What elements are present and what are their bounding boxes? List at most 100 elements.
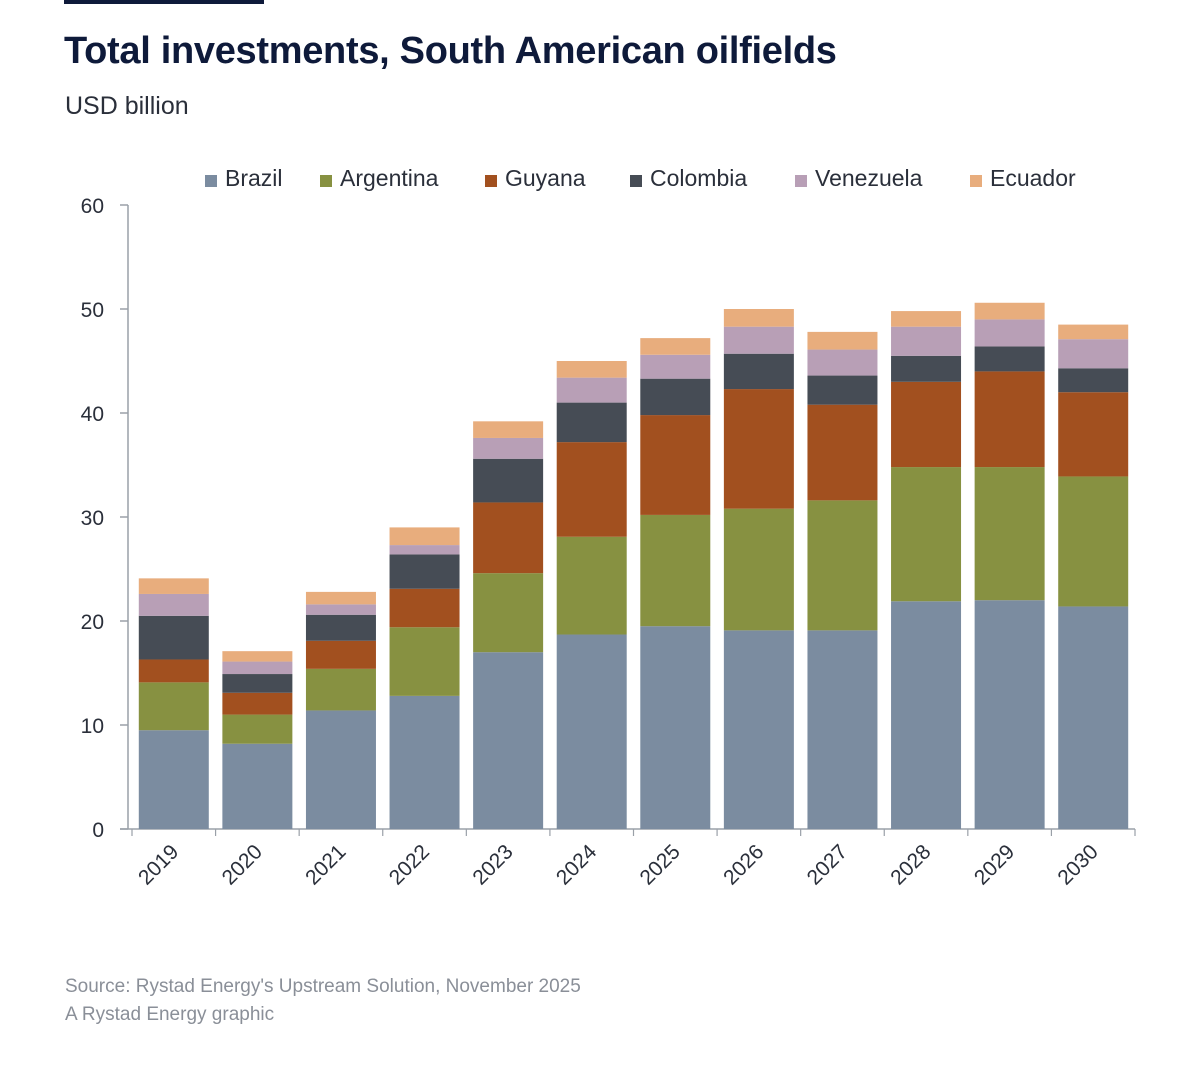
legend-label-argentina: Argentina [340, 165, 439, 191]
y-tick-label: 10 [81, 715, 104, 738]
bar-segment-colombia [473, 458, 544, 503]
bar-segment-guyana [723, 389, 794, 509]
bar-segment-guyana [640, 415, 711, 515]
bar-segment-ecuador [222, 651, 293, 662]
legend-swatch-venezuela [795, 175, 807, 187]
y-tick-label: 20 [81, 611, 104, 634]
bar-segment-ecuador [389, 527, 460, 546]
x-tick-label: 2027 [803, 840, 852, 889]
bar-segment-brazil [556, 634, 627, 829]
source-note: Source: Rystad Energy's Upstream Solutio… [65, 976, 581, 997]
bar-segment-ecuador [974, 302, 1045, 320]
bar-segment-venezuela [807, 349, 878, 376]
bar-segment-brazil [389, 695, 460, 829]
bar-segment-argentina [389, 627, 460, 696]
x-tick-label: 2025 [636, 840, 685, 889]
bar-segment-brazil [640, 626, 711, 829]
bar-segment-brazil [138, 730, 209, 829]
top-accent-rule [64, 0, 264, 4]
bar-segment-colombia [723, 353, 794, 390]
x-tick-label: 2022 [385, 840, 434, 889]
legend-label-brazil: Brazil [225, 165, 283, 191]
legend-label-guyana: Guyana [505, 165, 586, 191]
bar-segment-ecuador [891, 311, 962, 327]
bar-segment-colombia [222, 674, 293, 693]
bar-segment-guyana [222, 692, 293, 715]
bar-segment-brazil [1058, 606, 1129, 829]
bar-segment-venezuela [1058, 339, 1129, 369]
bar-segment-venezuela [723, 326, 794, 354]
legend-swatch-guyana [485, 175, 497, 187]
bar-segment-guyana [1058, 392, 1129, 477]
bar-segment-ecuador [305, 591, 376, 605]
bar-segment-colombia [807, 375, 878, 405]
bar-segment-argentina [891, 467, 962, 602]
chart-footer: Source: Rystad Energy's Upstream Solutio… [65, 973, 581, 1029]
bar-segment-venezuela [222, 661, 293, 675]
bar-segment-colombia [556, 402, 627, 443]
bar-segment-guyana [807, 404, 878, 501]
bar-segment-guyana [974, 371, 1045, 468]
legend-label-ecuador: Ecuador [990, 165, 1076, 191]
chart-subtitle: USD billion [65, 92, 189, 120]
bar-segment-colombia [974, 346, 1045, 372]
bar-segment-argentina [222, 714, 293, 744]
legend-swatch-brazil [205, 175, 217, 187]
bar-segment-argentina [807, 500, 878, 631]
x-tick-label: 2020 [218, 840, 267, 889]
legend-swatch-colombia [630, 175, 642, 187]
bar-segment-colombia [640, 378, 711, 416]
y-tick-label: 30 [81, 507, 104, 530]
bar-segment-brazil [807, 630, 878, 829]
bar-segment-argentina [138, 682, 209, 731]
bar-segment-venezuela [556, 377, 627, 403]
bar-segment-argentina [723, 508, 794, 631]
bar-segment-argentina [556, 536, 627, 635]
bar-segment-ecuador [473, 421, 544, 438]
y-tick-label: 40 [81, 403, 104, 426]
bar-segment-guyana [473, 502, 544, 574]
bar-segment-venezuela [891, 326, 962, 356]
bar-segment-guyana [556, 442, 627, 537]
bar-segment-ecuador [556, 361, 627, 378]
bar-segment-guyana [891, 381, 962, 468]
x-tick-label: 2030 [1053, 840, 1102, 889]
bar-segment-ecuador [138, 578, 209, 594]
y-tick-label: 60 [81, 195, 104, 218]
bar-segment-argentina [305, 668, 376, 711]
bar-segment-venezuela [640, 354, 711, 379]
x-tick-label: 2021 [301, 840, 350, 889]
bar-segment-venezuela [138, 593, 209, 616]
x-tick-label: 2028 [886, 840, 935, 889]
bar-segment-guyana [389, 588, 460, 628]
bar-segment-brazil [473, 652, 544, 829]
bar-segment-guyana [305, 640, 376, 669]
bar-segment-argentina [974, 467, 1045, 601]
bar-segment-brazil [723, 630, 794, 829]
legend-swatch-argentina [320, 175, 332, 187]
legend-swatch-ecuador [970, 175, 982, 187]
x-tick-label: 2026 [719, 840, 768, 889]
bar-segment-venezuela [473, 437, 544, 459]
x-tick-label: 2029 [970, 840, 1019, 889]
bar-segment-brazil [305, 710, 376, 829]
bar-segment-guyana [138, 659, 209, 683]
bar-segment-ecuador [807, 331, 878, 350]
bar-segment-colombia [891, 355, 962, 382]
bar-segment-argentina [1058, 476, 1129, 607]
bar-segment-colombia [305, 614, 376, 641]
bar-segment-brazil [974, 600, 1045, 829]
bar-segment-colombia [138, 615, 209, 660]
bar-segment-argentina [640, 514, 711, 627]
bar-segment-venezuela [389, 545, 460, 555]
bar-segment-ecuador [640, 338, 711, 355]
x-tick-label: 2019 [134, 840, 183, 889]
bar-segment-venezuela [305, 604, 376, 615]
y-tick-label: 50 [81, 299, 104, 322]
credit-note: A Rystad Energy graphic [65, 1004, 275, 1025]
x-tick-label: 2024 [552, 840, 602, 890]
y-tick-label: 0 [92, 819, 104, 842]
chart-title: Total investments, South American oilfie… [64, 30, 837, 72]
legend-label-venezuela: Venezuela [815, 165, 923, 191]
